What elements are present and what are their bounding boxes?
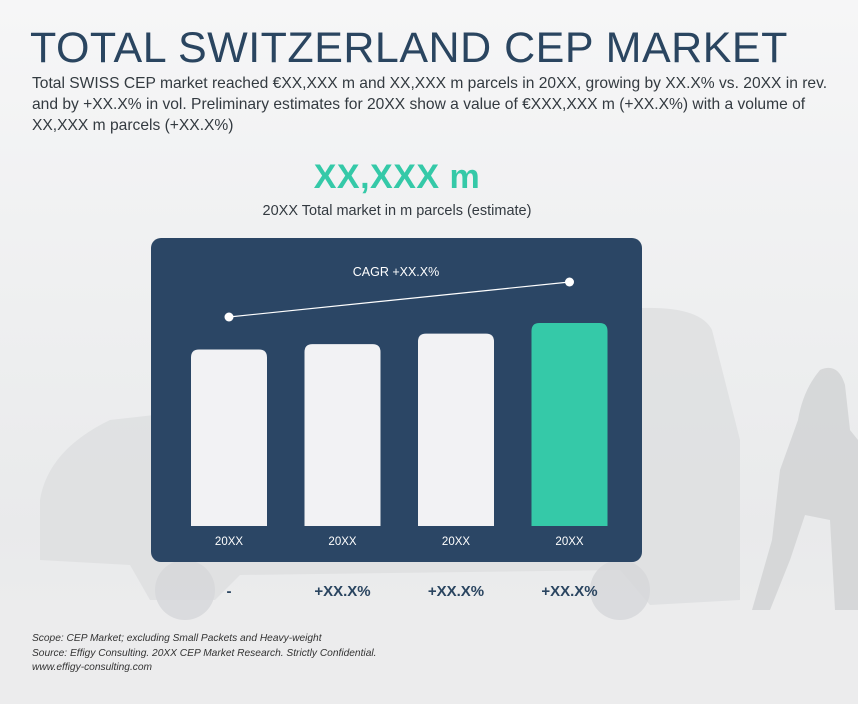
bar-2 xyxy=(304,344,381,526)
kpi-label: 20XX Total market in m parcels (estimate… xyxy=(262,203,532,219)
growth-label-4: +XX.X% xyxy=(541,583,598,600)
bar-chart: 20XX 20XX 20XX 20XX CAGR +XX.X% xyxy=(191,265,608,548)
scope-note: Scope: CEP Market; excluding Small Packe… xyxy=(32,633,322,644)
cagr-start-point xyxy=(224,312,234,322)
source-note: Source: Effigy Consulting. 20XX CEP Mark… xyxy=(32,647,377,659)
category-label-4: 20XX xyxy=(555,536,583,548)
cagr-annotation: CAGR +XX.X% xyxy=(353,265,440,279)
growth-label-3: +XX.X% xyxy=(427,583,485,600)
category-label-2: 20XX xyxy=(328,536,356,548)
category-label-3: 20XX xyxy=(442,536,470,548)
bar-1 xyxy=(191,349,267,526)
growth-label-2: +XX.X% xyxy=(314,583,371,600)
summary-text: Total SWISS CEP market reached €XX,XXX m… xyxy=(32,75,828,134)
website-link[interactable]: www.effigy-consulting.com xyxy=(32,662,153,673)
footer-notes: Scope: CEP Market; excluding Small Packe… xyxy=(32,632,376,676)
cagr-trend-line xyxy=(228,281,570,318)
cagr-end-point xyxy=(565,277,574,287)
kpi-value: XX,XXX m xyxy=(313,158,481,196)
page-title: TOTAL SWITZERLAND CEP MARKET xyxy=(30,24,788,72)
bar-3 xyxy=(418,333,494,526)
bar-4 xyxy=(531,323,608,526)
category-label-1: 20XX xyxy=(215,536,243,548)
growth-label-1: - xyxy=(226,583,232,600)
